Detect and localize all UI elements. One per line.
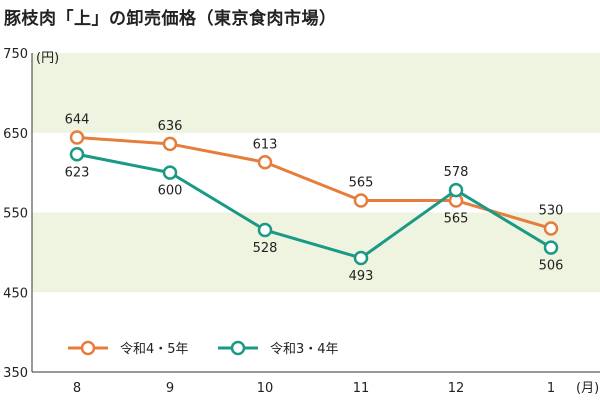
- y-tick-450: 450: [3, 286, 28, 301]
- point-0-2: [257, 155, 273, 170]
- point-1-1: [162, 165, 178, 180]
- x-axis-unit-label: (月): [576, 381, 599, 396]
- y-tick-550: 550: [3, 207, 28, 222]
- series-lines: [69, 130, 559, 266]
- x-tick-9: 9: [166, 381, 174, 396]
- series-line-0: [76, 136, 552, 230]
- label-a-0: 644: [65, 113, 90, 128]
- y-tick-750: 750: [3, 47, 28, 62]
- band-0: [32, 53, 600, 133]
- background-bands: [32, 53, 600, 293]
- y-tick-650: 650: [3, 127, 28, 142]
- point-1-5: [543, 240, 559, 255]
- point-0-5: [543, 221, 559, 236]
- label-b-2: 528: [253, 241, 278, 256]
- point-1-0: [69, 147, 85, 162]
- point-1-3: [353, 250, 369, 266]
- point-1-2: [257, 222, 273, 238]
- label-a-2: 613: [253, 137, 278, 152]
- band-1: [32, 212, 600, 293]
- label-b-3: 493: [349, 269, 374, 284]
- legend-label-1: 令和3・4年: [270, 342, 339, 357]
- label-b-1: 600: [158, 184, 183, 199]
- x-tick-11: 11: [353, 381, 370, 396]
- x-tick-12: 12: [448, 381, 465, 396]
- legend-label-0: 令和4・5年: [120, 342, 189, 357]
- legend-marker-0: [80, 340, 96, 356]
- series-line-1: [76, 152, 552, 260]
- x-tick-8: 8: [73, 381, 81, 396]
- label-a-3: 565: [349, 176, 374, 191]
- label-b-0: 623: [65, 165, 90, 180]
- point-0-1: [162, 136, 178, 152]
- point-0-0: [69, 130, 85, 145]
- label-a-5: 530: [539, 203, 564, 218]
- point-0-3: [353, 193, 369, 208]
- chart-title: 豚枝肉「上」の卸売価格（東京食肉市場）: [4, 9, 337, 29]
- legend-marker-1: [230, 340, 246, 356]
- y-tick-labels: 750 650 550 450 350: [3, 47, 28, 381]
- x-tick-1: 1: [547, 381, 555, 396]
- y-tick-350: 350: [3, 366, 28, 381]
- y-axis-unit-label: (円): [36, 51, 59, 66]
- label-a-1: 636: [158, 119, 183, 134]
- data-labels: 644 623 636 600 613 528 565 493 565 578 530 506: [65, 113, 564, 284]
- label-b-5: 506: [539, 259, 564, 274]
- x-tick-labels: 8 9 10 11 12 1: [73, 381, 555, 396]
- point-1-4: [448, 182, 464, 198]
- label-b-4: 578: [444, 165, 469, 180]
- x-tick-10: 10: [257, 381, 274, 396]
- label-a-4: 565: [444, 212, 469, 227]
- legend: 令和4・5年 令和3・4年: [68, 340, 339, 357]
